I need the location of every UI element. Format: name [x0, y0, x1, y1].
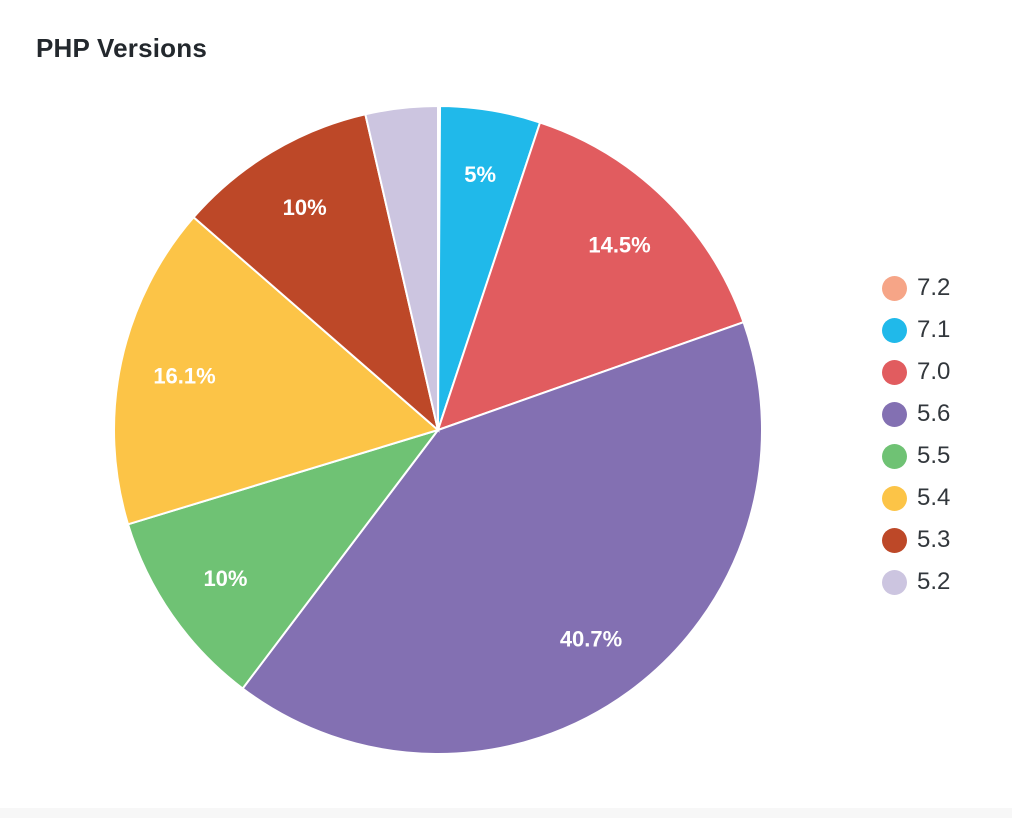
chart-legend: 7.2 7.1 7.0 5.6 5.5 5.4 5.3 5.2	[882, 267, 950, 603]
legend-item-5-6[interactable]: 5.6	[882, 393, 950, 435]
slice-label-5-5: 10%	[203, 566, 247, 591]
legend-item-5-5[interactable]: 5.5	[882, 435, 950, 477]
legend-swatch-icon	[882, 569, 907, 595]
legend-item-7-0[interactable]: 7.0	[882, 351, 950, 393]
slice-label-5-3: 10%	[283, 195, 327, 220]
legend-swatch-icon	[882, 401, 907, 427]
legend-item-5-4[interactable]: 5.4	[882, 477, 950, 519]
legend-swatch-icon	[882, 443, 907, 469]
pie-slice-5-4[interactable]	[113, 215, 441, 526]
legend-label: 7.1	[917, 316, 951, 343]
pie-slice-5-5[interactable]	[126, 428, 441, 690]
legend-label: 5.3	[917, 526, 951, 553]
legend-item-5-2[interactable]: 5.2	[882, 561, 950, 603]
legend-label: 7.0	[917, 358, 951, 385]
legend-label: 5.4	[917, 484, 951, 511]
legend-swatch-icon	[882, 359, 907, 385]
slice-label-5-6: 40.7%	[560, 627, 622, 652]
legend-swatch-icon	[882, 317, 907, 343]
slice-label-7-1: 5%	[464, 162, 496, 187]
chart-title: PHP Versions	[36, 33, 208, 63]
legend-label: 5.5	[917, 442, 951, 469]
legend-item-7-1[interactable]: 7.1	[882, 309, 950, 351]
slice-label-5-4: 16.1%	[153, 363, 215, 388]
pie-slice-5-6[interactable]	[241, 320, 763, 755]
pie-slice-7-0[interactable]	[436, 121, 745, 432]
legend-swatch-icon	[882, 275, 907, 301]
legend-swatch-icon	[882, 485, 907, 511]
legend-item-7-2[interactable]: 7.2	[882, 267, 950, 309]
legend-label: 7.2	[917, 274, 951, 301]
bottom-divider	[0, 808, 1012, 818]
legend-label: 5.6	[917, 400, 951, 427]
legend-item-5-3[interactable]: 5.3	[882, 519, 950, 561]
pie-slice-5-2[interactable]	[364, 104, 439, 431]
legend-swatch-icon	[882, 527, 907, 553]
slice-label-7-0: 14.5%	[588, 233, 650, 258]
pie-slice-5-3[interactable]	[192, 113, 440, 433]
legend-label: 5.2	[917, 568, 951, 595]
